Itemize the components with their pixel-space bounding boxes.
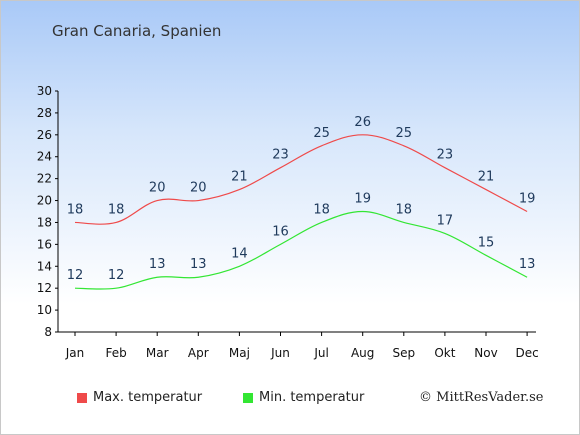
data-label: 13 <box>519 257 536 272</box>
tick-labels: 8 10 12 14 16 18 20 22 24 26 28 30 Jan Feb Mar Apr Maj Ju… <box>37 84 539 360</box>
data-label: 21 <box>231 170 248 185</box>
x-tick-label: Apr <box>188 346 209 360</box>
x-tick-label: Aug <box>351 346 374 360</box>
data-label: 12 <box>108 268 125 283</box>
y-tick-label: 8 <box>44 325 52 339</box>
x-tick-label: Mar <box>146 346 169 360</box>
series-line-1 <box>74 210 528 290</box>
x-tick-label: Sep <box>392 346 415 360</box>
x-tick-label: Jun <box>270 346 290 360</box>
legend-label-max: Max. temperatur <box>93 390 203 405</box>
y-tick-label: 10 <box>37 303 52 317</box>
y-tick-label: 14 <box>37 259 52 273</box>
axes <box>55 90 536 336</box>
data-label: 23 <box>272 148 289 163</box>
data-label: 20 <box>190 181 207 196</box>
y-tick-label: 12 <box>37 281 52 295</box>
data-label: 13 <box>190 257 207 272</box>
data-label: 16 <box>272 224 289 239</box>
data-label: 19 <box>354 192 371 207</box>
legend-swatch-max <box>77 392 87 403</box>
legend-swatch-min <box>243 392 253 403</box>
data-label: 13 <box>149 257 166 272</box>
data-label: 12 <box>67 268 84 283</box>
data-labels: 18 18 20 20 21 23 25 26 25 23 21 19 12 12 13 13 14 16 18 19… <box>67 115 536 283</box>
legend-label-min: Min. temperatur <box>259 390 365 405</box>
data-label: 20 <box>149 181 166 196</box>
chart-title: Gran Canaria, Spanien <box>52 22 222 40</box>
y-tick-label: 16 <box>37 237 52 251</box>
x-tick-label: Maj <box>229 346 250 360</box>
data-label: 15 <box>478 235 495 250</box>
data-label: 18 <box>313 202 330 217</box>
x-tick-label: Dec <box>515 346 538 360</box>
data-label: 18 <box>108 202 125 217</box>
x-tick-label: Okt <box>434 346 455 360</box>
y-tick-label: 20 <box>37 194 52 208</box>
data-label: 23 <box>437 148 454 163</box>
y-tick-label: 24 <box>37 150 52 164</box>
legend-item-max: Max. temperatur <box>77 390 202 405</box>
x-tick-label: Jan <box>65 346 85 360</box>
x-tick-label: Nov <box>474 346 497 360</box>
data-label: 18 <box>67 202 84 217</box>
series-lines <box>74 134 528 290</box>
y-tick-label: 18 <box>37 215 52 229</box>
data-label: 21 <box>478 170 495 185</box>
data-label: 26 <box>354 115 371 130</box>
x-tick-label: Feb <box>105 346 126 360</box>
series-line-0 <box>74 134 528 225</box>
y-tick-label: 30 <box>37 84 52 98</box>
legend-item-min: Min. temperatur <box>243 390 364 405</box>
data-label: 18 <box>396 202 413 217</box>
y-tick-label: 26 <box>37 128 52 142</box>
y-tick-label: 22 <box>37 172 52 186</box>
copyright-text: © MittResVader.se <box>419 390 544 405</box>
y-tick-label: 28 <box>37 106 52 120</box>
x-tick-label: Jul <box>313 346 328 360</box>
data-label: 25 <box>396 126 413 141</box>
data-label: 19 <box>519 192 536 207</box>
data-label: 25 <box>313 126 330 141</box>
data-label: 14 <box>231 246 248 261</box>
data-label: 17 <box>437 213 454 228</box>
